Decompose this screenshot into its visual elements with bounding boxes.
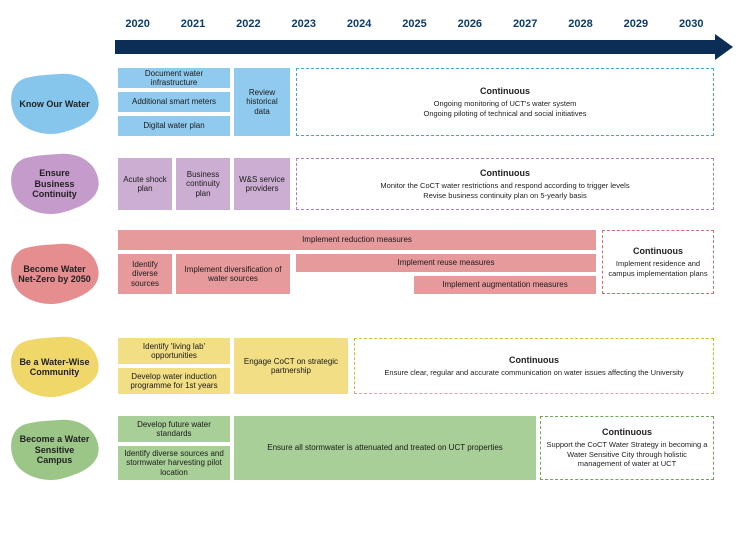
row-label-know-our-water: Know Our Water <box>12 76 97 132</box>
row-label-water-wise: Be a Water-Wise Community <box>12 339 97 395</box>
bar-water-wise-induction: Develop water induction programme for 1s… <box>118 368 230 394</box>
year-label: 2030 <box>664 18 719 30</box>
bar-water-wise-engage-coct: Engage CoCT on strategic partnership <box>234 338 348 394</box>
row-water-wise: Be a Water-Wise Community Identify 'livin… <box>0 338 727 396</box>
bar-sensitive-campus-stormwater: Ensure all stormwater is attenuated and … <box>234 416 536 480</box>
bar-sensitive-campus-continuous: ContinuousSupport the CoCT Water Strateg… <box>540 416 714 480</box>
bar-ensure-continuity-biz-cont: Business continuity plan <box>176 158 230 210</box>
bar-ensure-continuity-acute-shock: Acute shock plan <box>118 158 172 210</box>
row-know-our-water: Know Our Water Document water infrastruct… <box>0 68 727 140</box>
year-label: 2025 <box>387 18 442 30</box>
bar-water-wise-living-lab: Identify 'living lab' opportunities <box>118 338 230 364</box>
bar-net-zero-augmentation: Implement augmentation measures <box>414 276 596 294</box>
year-label: 2029 <box>608 18 663 30</box>
year-label: 2027 <box>498 18 553 30</box>
bar-net-zero-continuous: ContinuousImplement residence and campus… <box>602 230 714 294</box>
bar-know-our-water-review-hist: Review historical data <box>234 68 290 136</box>
row-sensitive-campus: Become a Water Sensitive Campus Develop f… <box>0 416 727 484</box>
bar-net-zero-reduction: Implement reduction measures <box>118 230 596 250</box>
bar-water-wise-continuous: ContinuousEnsure clear, regular and accu… <box>354 338 714 394</box>
timeline-arrow-bar <box>115 40 715 54</box>
bar-ensure-continuity-continuous: ContinuousMonitor the CoCT water restric… <box>296 158 714 210</box>
row-ensure-continuity: Ensure Business Continuity Acute shock pl… <box>0 158 727 210</box>
year-label: 2026 <box>442 18 497 30</box>
bar-sensitive-campus-harvest-pilot: Identify diverse sources and stormwater … <box>118 446 230 480</box>
row-label-sensitive-campus: Become a Water Sensitive Campus <box>12 422 97 478</box>
bar-net-zero-diversification: Implement diversification of water sourc… <box>176 254 290 294</box>
bar-net-zero-reuse: Implement reuse measures <box>296 254 596 272</box>
bar-sensitive-campus-standards: Develop future water standards <box>118 416 230 442</box>
timeline-arrow-head <box>715 34 733 60</box>
year-label: 2021 <box>165 18 220 30</box>
bar-know-our-water-continuous: ContinuousOngoing monitoring of UCT's wa… <box>296 68 714 136</box>
bar-ensure-continuity-ws-providers: W&S service providers <box>234 158 290 210</box>
row-label-net-zero: Become Water Net-Zero by 2050 <box>12 246 97 302</box>
bar-know-our-water-doc-infra: Document water infrastructure <box>118 68 230 88</box>
year-label: 2022 <box>221 18 276 30</box>
timeline-chart: 2020202120222023202420252026202720282029… <box>0 0 739 543</box>
year-label: 2024 <box>331 18 386 30</box>
year-axis: 2020202120222023202420252026202720282029… <box>110 18 719 30</box>
year-label: 2023 <box>276 18 331 30</box>
bar-know-our-water-smart-meters: Additional smart meters <box>118 92 230 112</box>
bar-know-our-water-digital-plan: Digital water plan <box>118 116 230 136</box>
year-label: 2028 <box>553 18 608 30</box>
row-label-ensure-continuity: Ensure Business Continuity <box>12 156 97 212</box>
bar-net-zero-identify-sources: Identify diverse sources <box>118 254 172 294</box>
row-net-zero: Become Water Net-Zero by 2050 Implement r… <box>0 230 727 318</box>
year-label: 2020 <box>110 18 165 30</box>
